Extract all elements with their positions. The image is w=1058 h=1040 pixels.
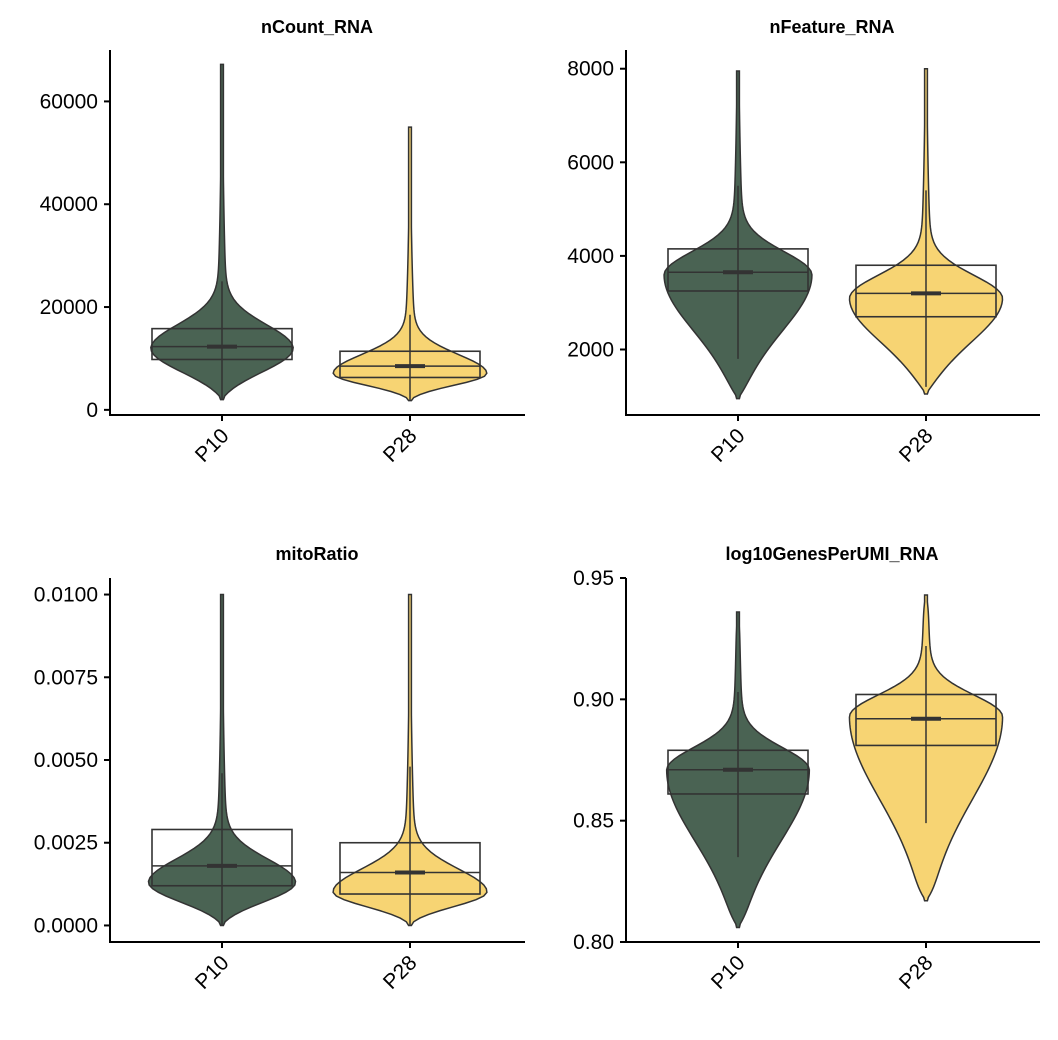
y-tick-label: 40000 [40, 193, 98, 216]
box-P28 [339, 841, 481, 895]
y-tick-label: 0.0000 [34, 914, 98, 937]
y-tick-label: 20000 [40, 296, 98, 319]
y-tick-label: 4000 [567, 245, 614, 268]
violin-P28 [332, 126, 488, 402]
panel-1: nCount_RNA 0 20000 40000 60000 P10 P28 [40, 17, 525, 467]
panel-title: nCount_RNA [261, 17, 373, 37]
panel-title: log10GenesPerUMI_RNA [725, 544, 938, 564]
panel-3: mitoRatio 0.0000 0.0025 0.0050 0.0075 0.0100 P… [34, 544, 525, 994]
panel-title: nFeature_RNA [769, 17, 894, 37]
x-tick-label: P28 [379, 424, 422, 467]
box-P10 [151, 327, 293, 361]
y-tick-label: 0.0025 [34, 832, 98, 855]
y-tick-label: 0.95 [573, 567, 614, 590]
x-tick-label: P10 [191, 951, 234, 994]
y-tick-label: 0.0075 [34, 666, 98, 689]
y-tick-label: 2000 [567, 338, 614, 361]
x-tick-label: P10 [707, 424, 750, 467]
violin-P10 [147, 593, 297, 927]
x-tick-label: P28 [895, 951, 938, 994]
y-tick-label: 0.80 [573, 931, 614, 954]
panel-title: mitoRatio [276, 544, 359, 564]
box-P28 [855, 264, 997, 318]
x-tick-label: P10 [707, 951, 750, 994]
y-tick-label: 0.90 [573, 688, 614, 711]
violin-P28 [332, 593, 488, 927]
y-tick-label: 0 [86, 399, 98, 422]
violin-P10 [150, 63, 294, 401]
x-tick-label: P28 [379, 951, 422, 994]
y-tick-label: 0.0100 [34, 584, 98, 607]
y-tick-label: 6000 [567, 151, 614, 174]
y-tick-label: 60000 [40, 90, 98, 113]
x-tick-label: P28 [895, 424, 938, 467]
box-P10 [151, 828, 293, 887]
panel-2: nFeature_RNA 2000 4000 6000 8000 P10 P28 [567, 17, 1040, 467]
y-tick-label: 8000 [567, 58, 614, 81]
box-P28 [855, 693, 997, 747]
y-tick-label: 0.0050 [34, 749, 98, 772]
x-tick-label: P10 [191, 424, 234, 467]
box-P28 [339, 350, 481, 379]
y-tick-label: 0.85 [573, 810, 614, 833]
box-P10 [667, 749, 809, 795]
box-P10 [667, 248, 809, 292]
panel-4: log10GenesPerUMI_RNA 0.80 0.85 0.90 0.95 P10 P… [573, 544, 1040, 994]
